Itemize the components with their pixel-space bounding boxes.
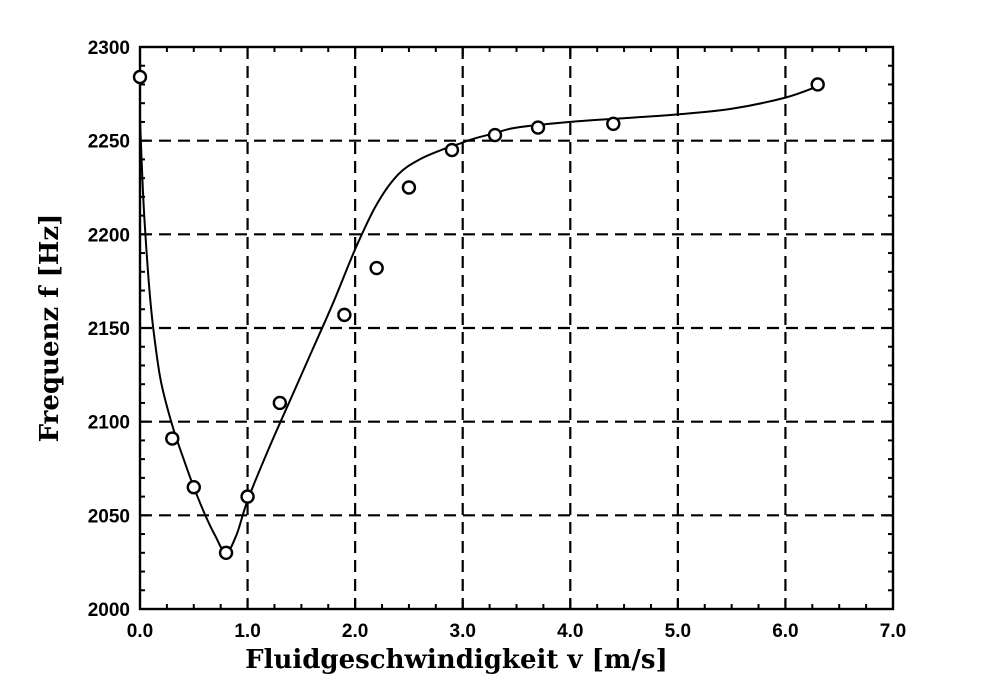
axis-ticks (139, 46, 894, 610)
plot-frame (138, 45, 895, 611)
x-tick-labels: 0.0 1.0 2.0 3.0 4.0 5.0 6.0 7.0 (127, 621, 906, 642)
y-tick-label: 2100 (88, 413, 130, 434)
data-point (165, 431, 180, 446)
y-tick-label: 2200 (88, 225, 130, 246)
data-point (810, 77, 825, 92)
y-tick-label: 2300 (88, 38, 130, 59)
y-axis-title: Frequenz f [Hz] (35, 214, 65, 443)
data-point (444, 142, 460, 158)
y-tick-labels: 2000 2050 2100 2150 2200 2250 2300 (88, 38, 130, 621)
data-point (186, 480, 201, 495)
data-point (487, 127, 503, 143)
data-point (606, 116, 621, 132)
data-point (240, 489, 255, 504)
x-tick-label: 7.0 (880, 621, 906, 642)
x-tick-label: 6.0 (772, 621, 798, 642)
data-point (530, 120, 546, 135)
x-tick-label: 2.0 (342, 621, 368, 642)
data-point (401, 180, 417, 195)
x-tick-label: 4.0 (557, 621, 583, 642)
x-tick-label: 1.0 (234, 621, 260, 642)
data-point (369, 260, 384, 276)
x-tick-label: 5.0 (665, 621, 691, 642)
data-point (337, 307, 352, 323)
data-points (132, 69, 825, 560)
x-axis-title: Fluidgeschwindigkeit v [m/s] (245, 645, 668, 675)
x-tick-label: 3.0 (450, 621, 476, 642)
x-tick-label: 0.0 (127, 621, 153, 642)
y-tick-label: 2250 (88, 132, 130, 153)
y-tick-label: 2050 (88, 506, 130, 527)
y-tick-label: 2000 (88, 600, 130, 621)
grid-lines (140, 47, 893, 609)
data-point (218, 545, 234, 560)
fit-curve (139, 85, 819, 554)
data-point (132, 69, 148, 85)
y-tick-label: 2150 (88, 319, 130, 340)
data-point (272, 395, 288, 411)
